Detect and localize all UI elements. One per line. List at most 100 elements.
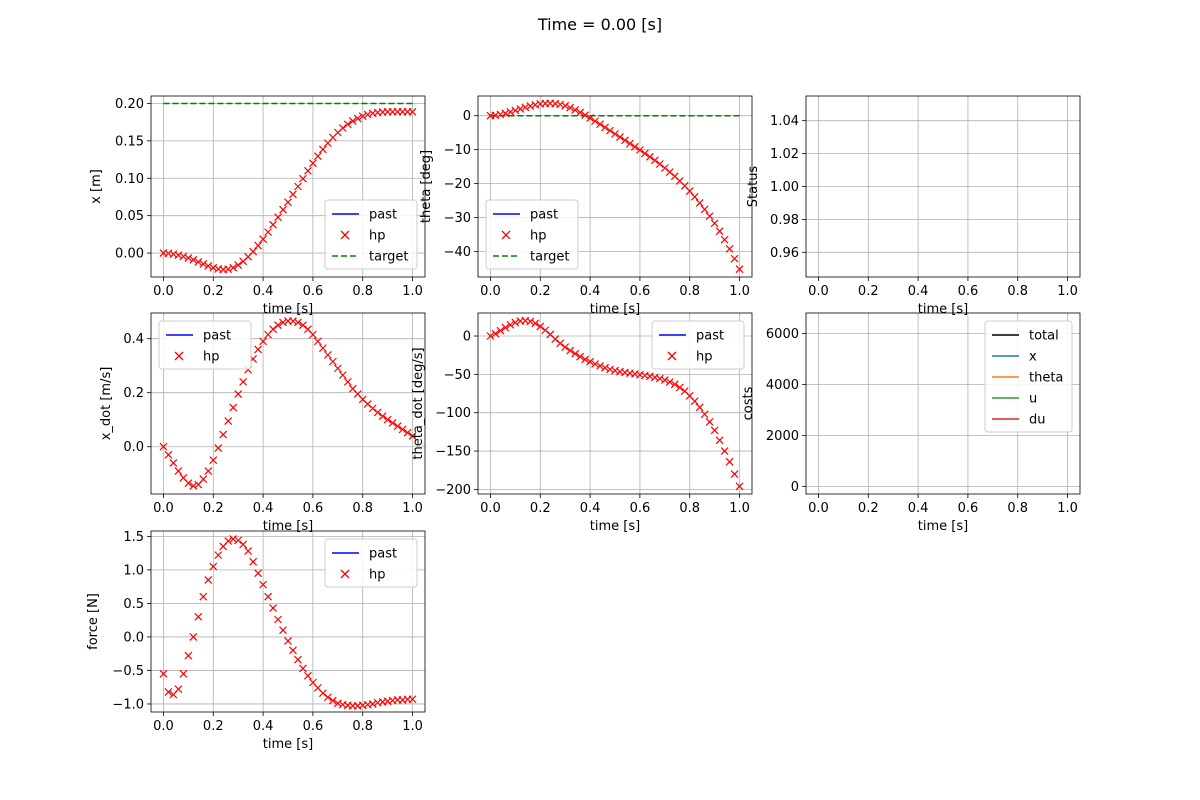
hp-point bbox=[184, 651, 193, 660]
hp-point bbox=[313, 337, 322, 346]
hp-point bbox=[596, 120, 604, 129]
legend-label: past bbox=[203, 329, 231, 344]
x-tick-label: 0.6 bbox=[303, 501, 324, 516]
hp-point bbox=[626, 139, 634, 148]
y-tick-label: 0.98 bbox=[770, 213, 799, 228]
y-tick-label: 0.96 bbox=[770, 246, 799, 261]
hp-point bbox=[184, 479, 193, 488]
legend-label: hp bbox=[530, 229, 547, 244]
hp-point bbox=[715, 436, 724, 445]
legend-label: total bbox=[1029, 329, 1059, 344]
hp-point bbox=[576, 108, 585, 117]
hp-point bbox=[655, 374, 664, 383]
hp-point bbox=[496, 110, 505, 119]
y-axis-label: x [m] bbox=[89, 169, 104, 204]
y-tick-label: 1.5 bbox=[123, 530, 144, 545]
y-axis-label: force [N] bbox=[86, 593, 101, 650]
legend-marker-hp bbox=[501, 230, 511, 240]
hp-point bbox=[328, 696, 337, 705]
hp-point bbox=[388, 419, 397, 427]
figure-title: Time = 0.00 [s] bbox=[537, 15, 662, 34]
status-axes: 0.0 0.2 0.4 0.6 0.8 1.0 0.96 0.98 1.00 1.02 1.04 ti… bbox=[746, 95, 1081, 317]
hp-point bbox=[269, 604, 277, 613]
hp-point bbox=[209, 263, 218, 272]
hp-point bbox=[710, 426, 719, 435]
theta-legend: past hp target bbox=[485, 199, 579, 270]
x-tick-label: 0.0 bbox=[480, 284, 501, 299]
legend-box bbox=[158, 320, 252, 370]
legend-label: target bbox=[369, 250, 409, 265]
theta_dot-axes: 0.0 0.2 0.4 0.6 0.8 1.0 0 −50 −100 −150 −200 past hp… bbox=[411, 312, 753, 534]
y-tick-label: 0.5 bbox=[123, 597, 144, 612]
hp-point bbox=[234, 536, 243, 545]
x-tick-label: 0.2 bbox=[203, 284, 224, 299]
x-tick-label: 0.8 bbox=[1007, 501, 1028, 516]
y-tick-label: 0.0 bbox=[123, 440, 144, 455]
legend-label: theta bbox=[1029, 371, 1063, 386]
legend-box bbox=[651, 320, 745, 370]
x-tick-label: 0.8 bbox=[679, 501, 700, 516]
legend-marker-hp bbox=[667, 351, 677, 361]
hp-point bbox=[254, 345, 263, 354]
hp-point bbox=[511, 106, 520, 115]
hp-point bbox=[224, 265, 233, 274]
hp-point bbox=[526, 317, 535, 326]
hp-point bbox=[229, 535, 238, 543]
hp-point bbox=[730, 470, 739, 478]
hp-point bbox=[650, 373, 659, 382]
hp-point bbox=[299, 664, 307, 673]
y-tick-label: 1.02 bbox=[770, 147, 799, 162]
x-tick-label: 0.8 bbox=[679, 284, 700, 299]
hp-point bbox=[576, 352, 585, 361]
hp-point bbox=[264, 592, 272, 601]
legend-marker-hp bbox=[340, 230, 350, 240]
hp-point bbox=[561, 343, 570, 352]
hp-point bbox=[516, 104, 525, 113]
hp-point bbox=[566, 103, 575, 112]
x-tick-label: 0.2 bbox=[203, 719, 224, 734]
hp-point bbox=[279, 318, 287, 327]
x-tick-label: 0.0 bbox=[808, 501, 829, 516]
x-tick-label: 0.0 bbox=[808, 284, 829, 299]
x-tick-label: 0.8 bbox=[352, 719, 373, 734]
hp-point bbox=[363, 110, 372, 119]
hp-point bbox=[249, 247, 258, 256]
x-tick-label: 0.0 bbox=[153, 284, 174, 299]
x-tick-label: 0.6 bbox=[303, 719, 324, 734]
hp-point bbox=[308, 330, 317, 339]
hp-point bbox=[323, 350, 332, 359]
hp-point bbox=[408, 431, 417, 440]
hp-point bbox=[194, 612, 203, 621]
hp-point bbox=[279, 205, 287, 214]
hp-point bbox=[601, 123, 609, 132]
hp-point bbox=[313, 152, 322, 161]
x-tick-label: 0.2 bbox=[530, 501, 551, 516]
hp-point bbox=[710, 219, 719, 228]
y-tick-label: −0.5 bbox=[112, 664, 144, 679]
hp-point bbox=[695, 403, 704, 412]
hp-point bbox=[299, 321, 307, 330]
y-tick-label: −1.0 bbox=[112, 697, 144, 712]
hp-point bbox=[259, 235, 268, 244]
hp-point bbox=[338, 371, 347, 380]
x-tick-label: 0.4 bbox=[908, 284, 929, 299]
y-tick-label: 2000 bbox=[766, 429, 799, 444]
legend-marker-hp bbox=[340, 569, 350, 579]
hp-point bbox=[229, 403, 238, 412]
theta-axes: 0.0 0.2 0.4 0.6 0.8 1.0 0 −10 −20 −30 −40 past hp tar… bbox=[419, 95, 753, 317]
hp-point bbox=[735, 482, 744, 491]
x-tick-label: 0.2 bbox=[203, 501, 224, 516]
y-tick-label: −40 bbox=[444, 245, 471, 260]
hp-point bbox=[501, 323, 510, 332]
hp-point bbox=[318, 689, 327, 698]
hp-point bbox=[209, 562, 218, 571]
hp-point bbox=[259, 580, 268, 589]
hp-point bbox=[244, 547, 253, 556]
hp-point bbox=[556, 339, 565, 348]
x-tick-label: 1.0 bbox=[1057, 284, 1078, 299]
y-tick-label: 4000 bbox=[766, 378, 799, 393]
hp-point bbox=[496, 326, 505, 335]
x-axis-label: time [s] bbox=[918, 302, 968, 317]
axes-frame bbox=[477, 312, 753, 495]
legend-label: hp bbox=[203, 350, 220, 365]
